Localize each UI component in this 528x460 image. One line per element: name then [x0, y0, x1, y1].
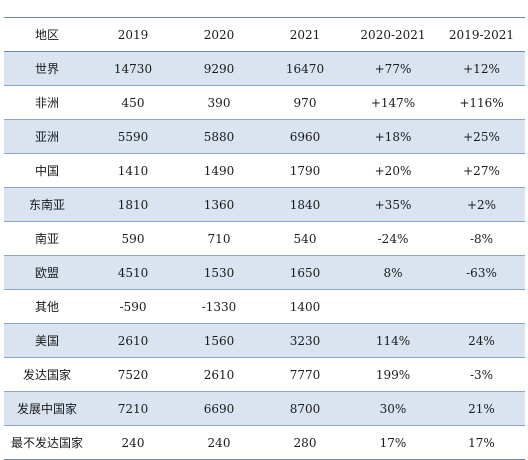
cell-change-2020-2021: +18%: [374, 129, 412, 144]
cell-2021: 970: [293, 95, 317, 110]
cell-region: 美国: [34, 334, 59, 348]
cell-change-2019-2021: 24%: [468, 333, 495, 348]
cell-2019: 450: [121, 95, 145, 110]
cell-2019: 240: [121, 435, 145, 450]
cell-region: 世界: [34, 62, 59, 76]
cell-2020: 710: [207, 231, 231, 246]
header-2020: 2020: [176, 17, 262, 52]
table-row: 最不发达国家 240 240 280 17% 17%: [4, 426, 525, 460]
table-row: 南亚 590 710 540 -24% -8%: [4, 222, 525, 256]
cell-change-2019-2021: -8%: [469, 231, 494, 246]
cell-change-2019-2021: +116%: [459, 95, 504, 110]
cell-2020: 2610: [203, 367, 235, 382]
cell-change-2019-2021: +25%: [463, 129, 500, 144]
cell-change-2019-2021: +27%: [463, 163, 500, 178]
table-row: 欧盟 4510 1530 1650 8% -63%: [4, 255, 525, 290]
cell-2021: 540: [293, 231, 317, 246]
cell-2021: 3230: [289, 333, 321, 348]
table-row: 亚洲 5590 5880 6960 +18% +25%: [4, 119, 525, 154]
table-header: 地区 2019 2020 2021 2020-2021 2019-2021: [4, 17, 525, 52]
cell-change-2019-2021: +12%: [463, 61, 500, 76]
table-row: 东南亚 1810 1360 1840 +35% +2%: [4, 187, 525, 222]
cell-change-2020-2021: 8%: [383, 265, 403, 280]
header-change-2020-2021: 2020-2021: [348, 17, 438, 52]
cell-2021: 280: [293, 435, 317, 450]
table-row: 世界 14730 9290 16470 +77% +12%: [4, 51, 525, 86]
cell-2021: 16470: [285, 61, 325, 76]
cell-2020: 5880: [203, 129, 235, 144]
cell-2020: 240: [207, 435, 231, 450]
cell-change-2019-2021: 17%: [468, 435, 495, 450]
cell-2020: 6690: [203, 401, 235, 416]
cell-region: 非洲: [34, 96, 59, 110]
cell-2021: 8700: [289, 401, 321, 416]
cell-change-2019-2021: 21%: [468, 401, 495, 416]
cell-2019: 1410: [117, 163, 149, 178]
cell-2019: 590: [121, 231, 145, 246]
table-row: 美国 2610 1560 3230 114% 24%: [4, 323, 525, 358]
header-change-2019-2021: 2019-2021: [438, 17, 525, 52]
cell-2021: 1840: [289, 197, 321, 212]
cell-region: 亚洲: [34, 130, 59, 144]
cell-change-2020-2021: +20%: [374, 163, 412, 178]
cell-2019: 4510: [117, 265, 149, 280]
cell-2019: 1810: [117, 197, 149, 212]
cell-region: 发达国家: [22, 368, 71, 382]
cell-region: 发展中国家: [16, 402, 77, 416]
cell-change-2019-2021: -63%: [466, 265, 497, 280]
cell-2020: 9290: [203, 61, 235, 76]
cell-region: 中国: [34, 164, 59, 178]
cell-change-2020-2021: 114%: [375, 333, 411, 348]
table-row: 发展中国家 7210 6690 8700 30% 21%: [4, 391, 525, 426]
data-table: 地区 2019 2020 2021 2020-2021 2019-2021 世界…: [4, 17, 525, 460]
cell-2019: 7210: [117, 401, 149, 416]
cell-change-2019-2021: +2%: [466, 197, 497, 212]
table-row: 发达国家 7520 2610 7770 199% -3%: [4, 358, 525, 392]
cell-2020: 1560: [203, 333, 235, 348]
header-row: 地区 2019 2020 2021 2020-2021 2019-2021: [4, 17, 525, 52]
cell-2020: 1490: [203, 163, 235, 178]
cell-change-2020-2021: 30%: [379, 401, 407, 416]
table-row: 其他 -590 -1330 1400: [4, 290, 525, 324]
header-region: 地区: [4, 17, 90, 52]
cell-2019: -590: [119, 299, 147, 314]
cell-change-2020-2021: +147%: [370, 95, 416, 110]
cell-2020: 1530: [203, 265, 235, 280]
table-body: 世界 14730 9290 16470 +77% +12% 非洲 450 390 970 +147%…: [4, 51, 525, 460]
cell-region: 南亚: [34, 232, 59, 246]
header-2019: 2019: [90, 17, 176, 52]
cell-2021: 7770: [289, 367, 321, 382]
cell-region: 欧盟: [34, 266, 59, 280]
cell-change-2019-2021: [438, 290, 525, 324]
cell-region: 东南亚: [28, 198, 65, 212]
cell-2020: 390: [207, 95, 231, 110]
cell-change-2020-2021: -24%: [377, 231, 409, 246]
cell-2020: 1360: [203, 197, 235, 212]
cell-2020: -1330: [201, 299, 237, 314]
cell-region: 最不发达国家: [10, 436, 83, 450]
table-row: 非洲 450 390 970 +147% +116%: [4, 86, 525, 120]
cell-2021: 1400: [289, 299, 321, 314]
cell-2019: 5590: [117, 129, 149, 144]
cell-change-2020-2021: 17%: [379, 435, 407, 450]
cell-change-2019-2021: -3%: [469, 367, 494, 382]
cell-2019: 14730: [113, 61, 153, 76]
cell-change-2020-2021: +35%: [374, 197, 412, 212]
cell-2019: 7520: [117, 367, 149, 382]
cell-2021: 6960: [289, 129, 321, 144]
cell-2019: 2610: [117, 333, 149, 348]
cell-region: 其他: [34, 300, 59, 314]
table-row: 中国 1410 1490 1790 +20% +27%: [4, 154, 525, 188]
cell-2021: 1650: [289, 265, 321, 280]
cell-change-2020-2021: [348, 290, 438, 324]
cell-change-2020-2021: 199%: [375, 367, 411, 382]
cell-change-2020-2021: +77%: [374, 61, 412, 76]
cell-2021: 1790: [289, 163, 321, 178]
header-2021: 2021: [262, 17, 348, 52]
